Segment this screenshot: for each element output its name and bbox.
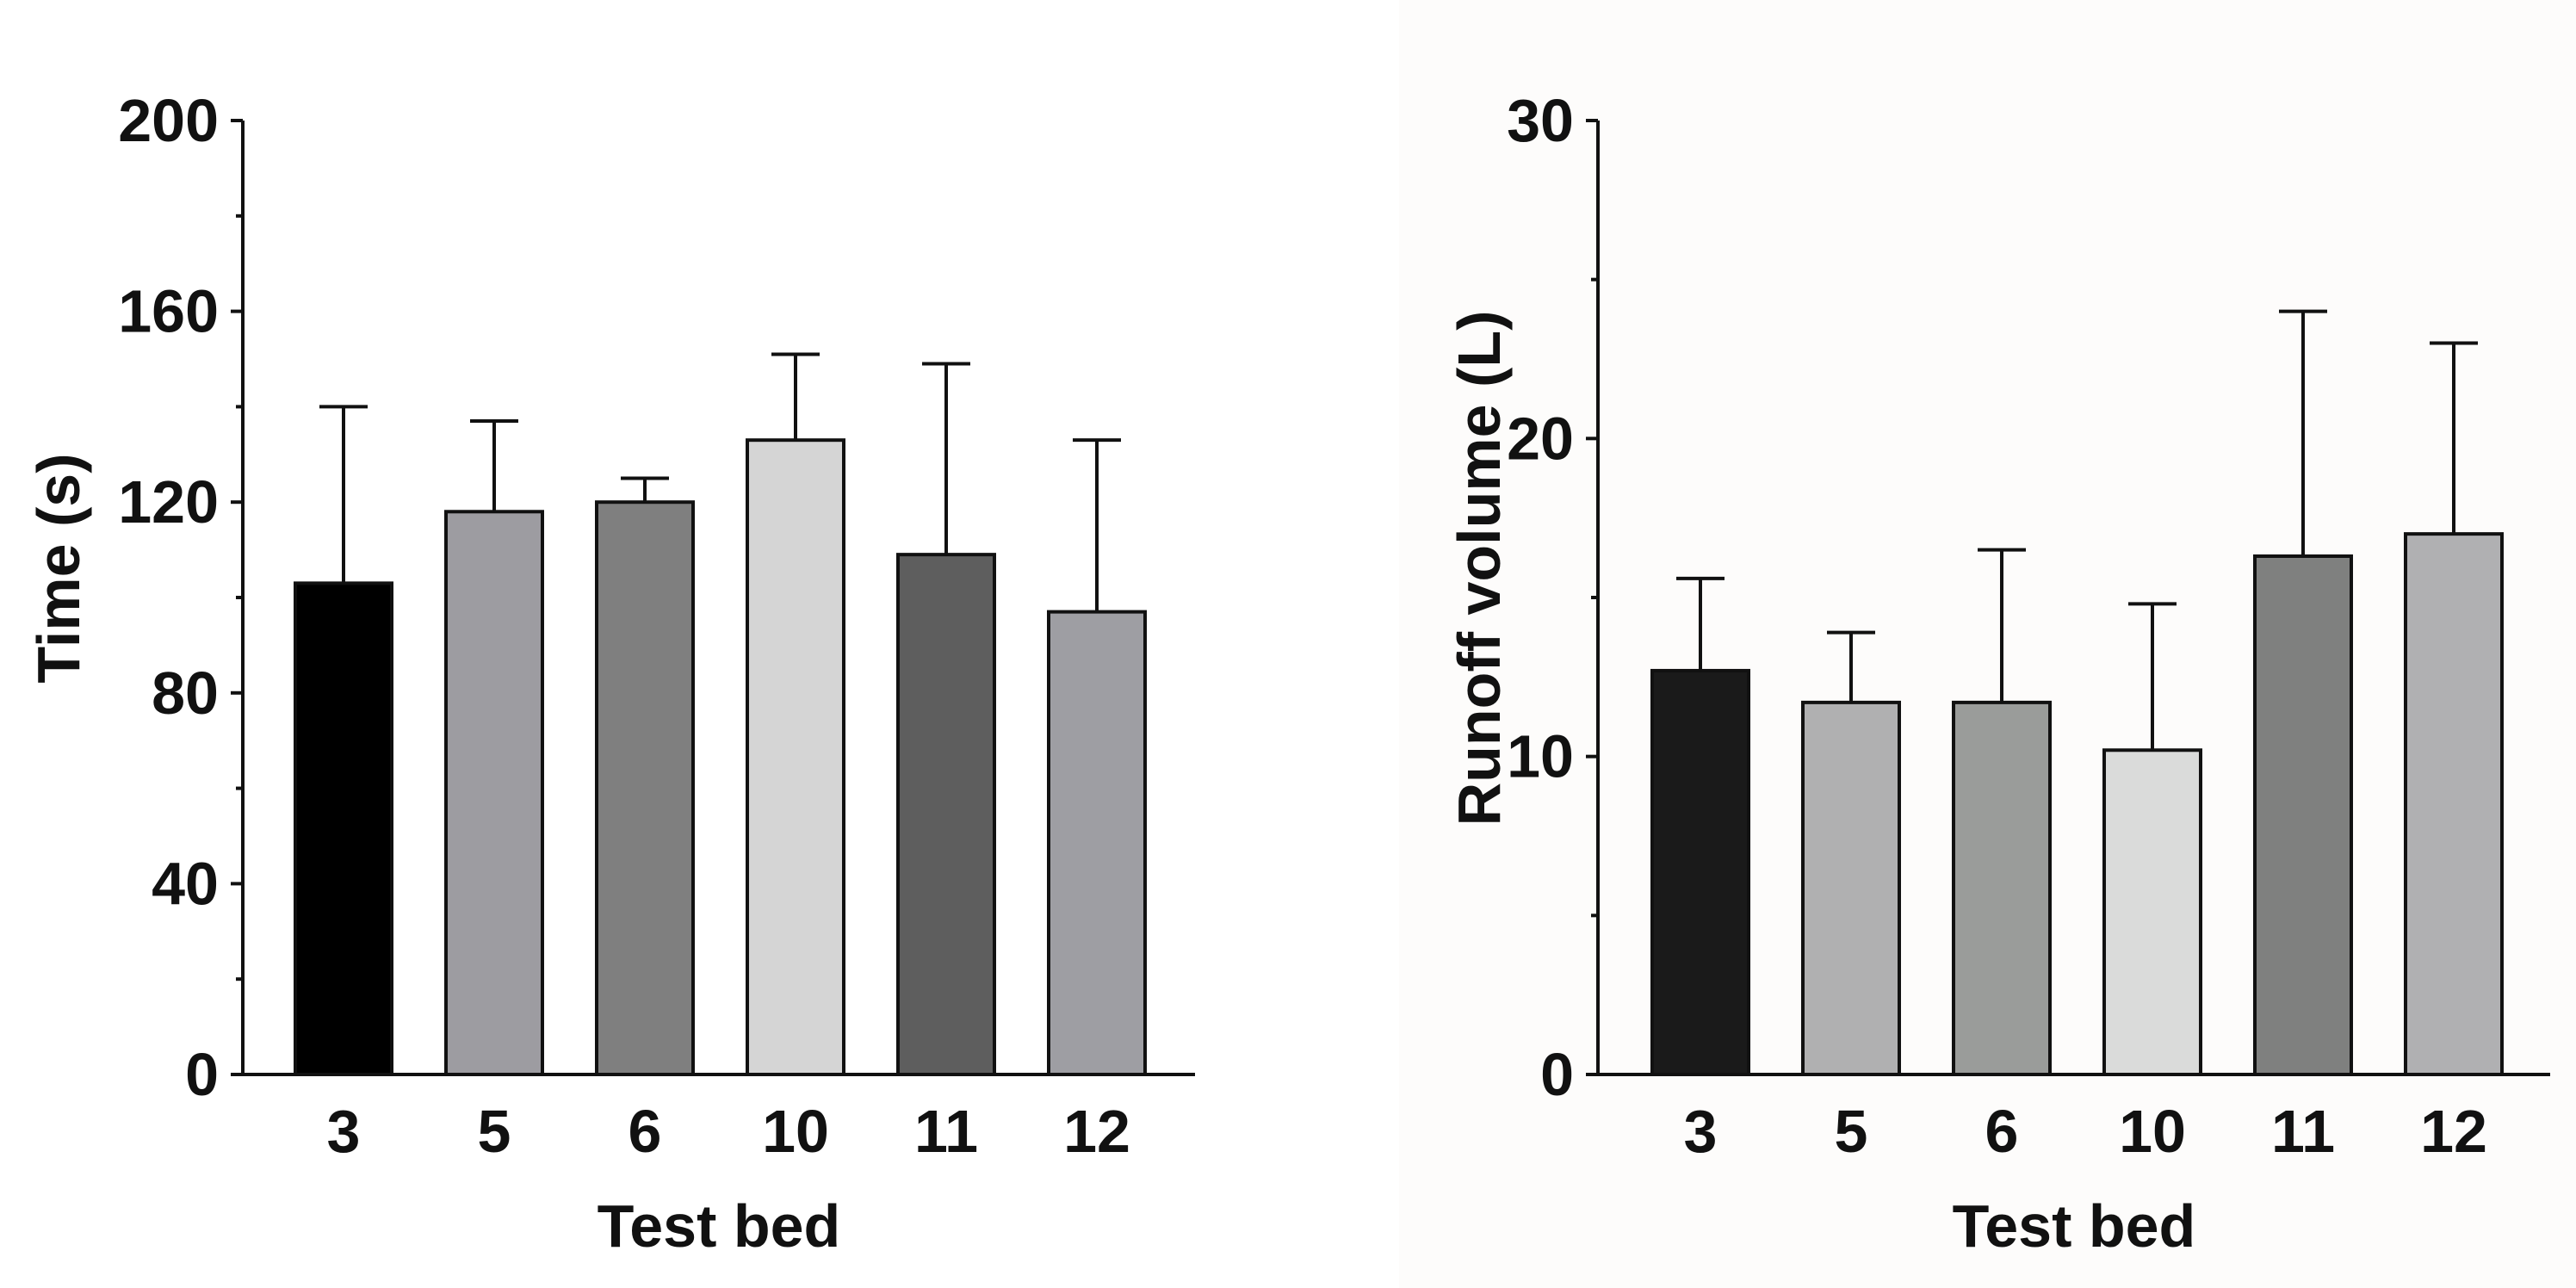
runoff-volume-chart: 3 5 6 10 11 12 0 10 20 30 Runoff volume (L) Test be… bbox=[1446, 87, 2550, 1260]
x-tick-label-12: 12 bbox=[2420, 1098, 2487, 1165]
y-tick-label-20: 20 bbox=[1507, 405, 1574, 472]
y-tick-label-10: 10 bbox=[1507, 723, 1574, 790]
x-tick-label-5: 5 bbox=[1835, 1098, 1868, 1165]
y-tick-label-200: 200 bbox=[118, 87, 219, 154]
bar-3 bbox=[294, 581, 393, 1076]
bar-12 bbox=[1047, 610, 1147, 1076]
bar-5 bbox=[1801, 700, 1901, 1076]
x-tick-label-3: 3 bbox=[1684, 1098, 1718, 1165]
y-tick-label-40: 40 bbox=[152, 850, 219, 917]
x-tick-label-3: 3 bbox=[327, 1098, 361, 1165]
x-axis-title: Test bed bbox=[1953, 1192, 2196, 1260]
y-tick-label-0: 0 bbox=[185, 1041, 219, 1108]
x-tick-label-6: 6 bbox=[1985, 1098, 2019, 1165]
x-tick-label-11: 11 bbox=[2271, 1098, 2335, 1165]
x-tick-label-12: 12 bbox=[1063, 1098, 1130, 1165]
x-axis-title: Test bed bbox=[598, 1192, 841, 1260]
bar-10 bbox=[746, 438, 845, 1076]
x-tick-label-10: 10 bbox=[2119, 1098, 2186, 1165]
y-tick-label-0: 0 bbox=[1540, 1041, 1574, 1108]
bar-6 bbox=[595, 500, 695, 1076]
x-tick-label-11: 11 bbox=[914, 1098, 978, 1165]
x-tick-label-5: 5 bbox=[478, 1098, 511, 1165]
y-tick-label-30: 30 bbox=[1507, 87, 1574, 154]
y-axis-title: Time (s) bbox=[25, 453, 92, 683]
bar-3 bbox=[1650, 668, 1750, 1076]
y-tick-label-120: 120 bbox=[118, 468, 219, 536]
x-tick-label-6: 6 bbox=[629, 1098, 662, 1165]
bar-11 bbox=[2253, 554, 2353, 1076]
y-axis-title: Runoff volume (L) bbox=[1446, 311, 1513, 827]
x-tick-label-10: 10 bbox=[762, 1098, 829, 1165]
bar-6 bbox=[1952, 700, 2052, 1076]
y-tick-label-160: 160 bbox=[118, 278, 219, 345]
y-tick-label-80: 80 bbox=[152, 659, 219, 727]
bar-11 bbox=[896, 553, 996, 1076]
bar-12 bbox=[2404, 532, 2504, 1076]
bar-10 bbox=[2102, 748, 2202, 1077]
bar-5 bbox=[444, 510, 544, 1076]
